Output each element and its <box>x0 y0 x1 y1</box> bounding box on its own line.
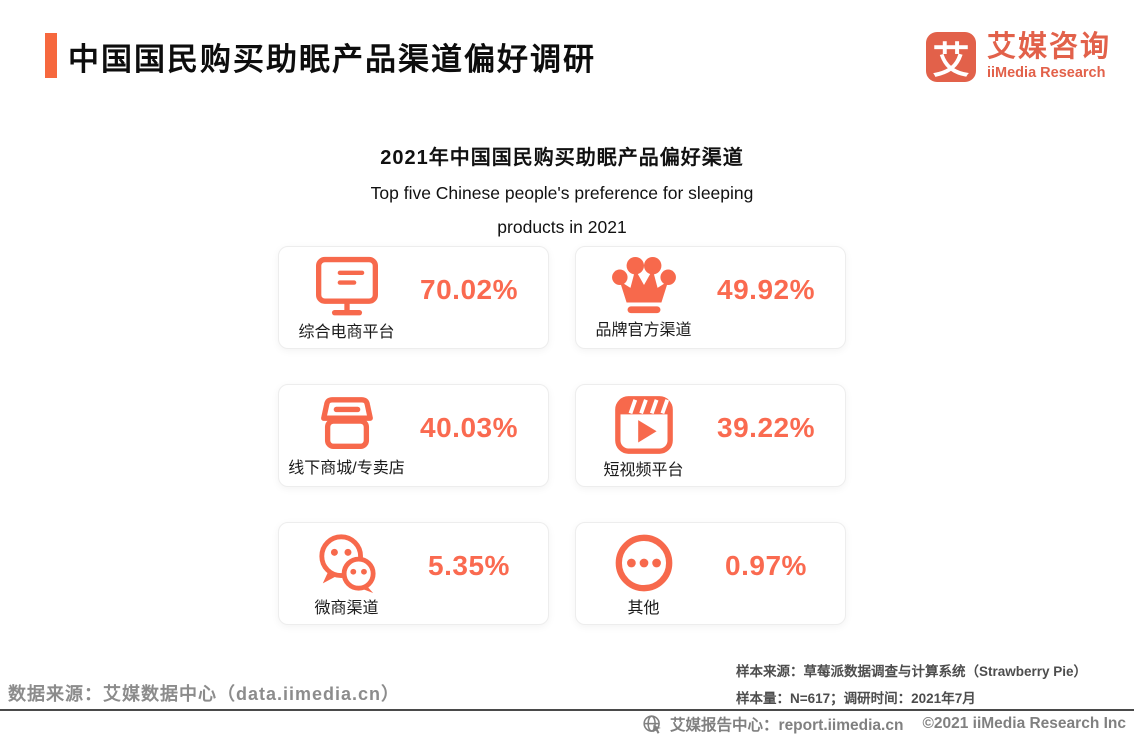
chart-subtitle-line1: Top five Chinese people's preference for… <box>370 183 754 203</box>
card-value: 39.22% <box>717 412 815 443</box>
card-label: 微商渠道 <box>314 600 379 617</box>
card-value: 70.02% <box>420 274 518 305</box>
crown-icon <box>611 256 677 316</box>
brand-icon: 艾 <box>925 32 976 82</box>
card-label: 综合电商平台 <box>298 324 395 341</box>
wechat-icon <box>315 532 379 594</box>
footer-divider <box>0 709 1134 711</box>
page-title: 中国国民购买助眠产品渠道偏好调研 <box>68 42 596 77</box>
chart-subtitle-line2: products in 2021 <box>497 217 627 237</box>
card-offline-store: 线下商城/专卖店 40.03% <box>278 384 549 487</box>
card-ecommerce: 综合电商平台 70.02% <box>278 246 549 349</box>
card-label: 其他 <box>627 600 660 617</box>
card-brand-official: 品牌官方渠道 49.92% <box>575 246 846 349</box>
chart-heading: 2021年中国国民购买助眠产品偏好渠道 Top five Chinese peo… <box>248 141 876 244</box>
card-short-video: 短视频平台 39.22% <box>575 384 846 487</box>
card-label: 短视频平台 <box>603 462 684 479</box>
card-wechat-business: 微商渠道 5.35% <box>278 522 549 625</box>
logo-text: 艾媒咨询 iiMedia Research <box>986 31 1111 82</box>
logo-name-en: iiMedia Research <box>986 65 1106 82</box>
sample-source-note: 样本来源：草莓派数据调查与计算系统（Strawberry Pie） <box>736 664 1088 679</box>
card-value: 40.03% <box>420 412 518 443</box>
store-icon <box>316 394 378 454</box>
monitor-icon <box>311 256 383 318</box>
sample-notes: 样本来源：草莓派数据调查与计算系统（Strawberry Pie） 样本量：N=… <box>736 658 1087 712</box>
card-label: 品牌官方渠道 <box>595 322 692 339</box>
ellipsis-icon <box>613 532 675 594</box>
data-source-note: 数据来源：艾媒数据中心（data.iimedia.cn） <box>8 684 401 704</box>
sample-size-note: 样本量：N=617；调研时间：2021年7月 <box>736 691 976 706</box>
report-center-text: 艾媒报告中心：report.iimedia.cn <box>670 717 904 734</box>
footer-bar: 艾媒报告中心：report.iimedia.cn ©2021 iiMedia R… <box>642 713 1126 735</box>
title-accent-bar <box>45 33 57 78</box>
copyright-text: ©2021 iiMedia Research Inc <box>922 715 1126 732</box>
channel-cards-grid: 综合电商平台 70.02% 品牌官方渠道 49.92% <box>278 246 846 625</box>
card-value: 49.92% <box>717 274 815 305</box>
card-value: 5.35% <box>428 550 510 581</box>
card-value: 0.97% <box>725 550 807 581</box>
video-icon <box>613 394 675 456</box>
chart-title: 2021年中国国民购买助眠产品偏好渠道 <box>380 147 744 169</box>
globe-cursor-icon <box>642 714 663 735</box>
iimedia-logo: 艾 艾媒咨询 iiMedia Research <box>925 31 1111 82</box>
card-other: 其他 0.97% <box>575 522 846 625</box>
logo-name-cn: 艾媒咨询 <box>986 31 1111 63</box>
card-label: 线下商城/专卖店 <box>288 460 405 477</box>
chart-subtitle: Top five Chinese people's preference for… <box>248 176 876 244</box>
